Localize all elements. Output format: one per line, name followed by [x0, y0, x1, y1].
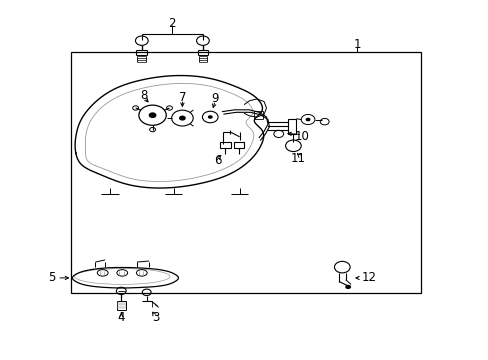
Text: 7: 7 [178, 91, 186, 104]
Ellipse shape [117, 270, 127, 276]
Bar [254, 111, 263, 119]
Circle shape [179, 116, 185, 121]
Bar [71, 52, 420, 293]
Circle shape [345, 285, 350, 289]
Bar [233, 142, 244, 148]
Bar [287, 119, 296, 134]
Text: 8: 8 [140, 89, 148, 102]
Text: 12: 12 [361, 271, 376, 284]
Text: 9: 9 [211, 92, 219, 105]
Text: 5: 5 [47, 271, 55, 284]
Circle shape [207, 115, 212, 119]
Text: 1: 1 [352, 39, 360, 51]
Ellipse shape [97, 270, 108, 276]
Text: 4: 4 [117, 311, 125, 324]
Bar [220, 142, 230, 148]
Text: 3: 3 [151, 311, 159, 324]
Circle shape [305, 118, 310, 121]
Text: 2: 2 [168, 17, 176, 30]
Text: 10: 10 [294, 130, 309, 143]
Text: 11: 11 [290, 152, 305, 165]
Ellipse shape [136, 270, 147, 276]
Text: 6: 6 [213, 154, 221, 167]
Circle shape [148, 112, 156, 118]
